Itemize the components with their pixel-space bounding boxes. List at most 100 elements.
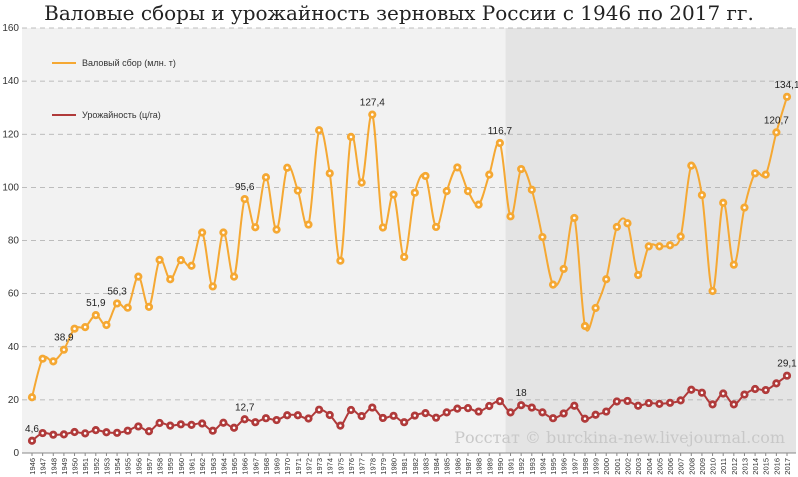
yield-data-point-center xyxy=(551,416,555,420)
x-tick-label: 1949 xyxy=(60,458,69,475)
x-tick-label: 1948 xyxy=(49,458,58,475)
harvest-data-point-center xyxy=(222,231,225,234)
x-tick-label: 1947 xyxy=(39,458,48,475)
harvest-data-point-center xyxy=(264,175,268,179)
harvest-data-point-center xyxy=(711,289,714,293)
yield-data-point-center xyxy=(456,407,459,410)
harvest-data-point-center xyxy=(498,141,502,145)
legend-label-harvest: Валовый сбор (млн. т) xyxy=(82,58,176,68)
yield-data-point-center xyxy=(562,412,565,415)
x-tick-label: 1953 xyxy=(102,458,111,475)
yield-data-point-center xyxy=(498,399,502,403)
yield-data-point-center xyxy=(721,392,725,395)
yield-data-point-center xyxy=(200,422,204,425)
harvest-data-label: 95,6 xyxy=(235,182,255,193)
harvest-data-point-center xyxy=(573,216,576,220)
y-tick-label: 100 xyxy=(2,182,19,193)
x-tick-label: 1969 xyxy=(273,458,282,475)
yield-data-point-center xyxy=(158,421,161,425)
yield-data-point-center xyxy=(243,417,246,421)
x-tick-label: 2006 xyxy=(666,458,675,475)
harvest-data-point-center xyxy=(519,167,523,171)
harvest-data-point-center xyxy=(679,235,682,238)
harvest-data-point-center xyxy=(51,360,55,363)
yield-data-point-center xyxy=(381,416,385,420)
x-tick-label: 1975 xyxy=(336,458,345,475)
x-tick-label: 2001 xyxy=(613,458,622,475)
harvest-data-point-center xyxy=(211,285,215,288)
harvest-data-point-center xyxy=(764,173,768,176)
harvest-data-point-center xyxy=(285,166,289,170)
x-tick-label: 2003 xyxy=(634,458,643,475)
x-tick-label: 2010 xyxy=(709,458,718,475)
yield-data-point-center xyxy=(743,393,746,396)
yield-data-point-center xyxy=(434,416,438,419)
harvest-data-point-center xyxy=(115,302,119,305)
yield-data-point-center xyxy=(211,429,215,432)
yield-data-point-center xyxy=(753,387,757,391)
harvest-data-point-center xyxy=(434,225,438,229)
x-tick-label: 1966 xyxy=(241,458,250,475)
x-tick-label: 1950 xyxy=(71,458,80,475)
yield-data-point-center xyxy=(147,429,151,433)
harvest-data-point-center xyxy=(604,277,608,281)
yield-data-point-center xyxy=(190,423,193,427)
yield-data-point-center xyxy=(307,417,310,420)
yield-data-point-center xyxy=(764,388,768,392)
yield-data-point-center xyxy=(126,429,130,432)
yield-data-point-center xyxy=(392,414,395,418)
harvest-data-point-center xyxy=(530,188,534,192)
harvest-data-point-center xyxy=(360,181,363,184)
x-tick-label: 1991 xyxy=(507,458,516,475)
yield-data-point-center xyxy=(62,433,66,436)
x-tick-label: 1979 xyxy=(379,458,388,475)
x-tick-label: 2015 xyxy=(762,458,771,475)
yield-data-point-center xyxy=(519,403,523,407)
x-tick-label: 2002 xyxy=(623,458,632,475)
harvest-data-point-center xyxy=(743,206,746,209)
harvest-data-point-center xyxy=(243,197,246,201)
harvest-data-point-center xyxy=(94,313,98,317)
yield-data-point-center xyxy=(679,399,682,402)
yield-data-point-center xyxy=(689,388,693,392)
harvest-data-point-center xyxy=(785,95,789,99)
x-tick-label: 1968 xyxy=(262,458,271,475)
yield-data-point-center xyxy=(573,404,576,408)
harvest-data-point-center xyxy=(721,201,725,205)
harvest-data-point-center xyxy=(668,243,672,247)
x-tick-label: 2013 xyxy=(740,458,749,475)
harvest-data-point-center xyxy=(232,275,236,278)
yield-data-point-center xyxy=(445,411,449,414)
harvest-data-point-center xyxy=(424,174,427,178)
x-tick-label: 1946 xyxy=(28,458,37,475)
harvest-data-point-center xyxy=(732,263,736,266)
x-tick-label: 2007 xyxy=(677,458,686,475)
x-tick-label: 1987 xyxy=(464,458,473,475)
yield-data-point-center xyxy=(370,406,374,409)
yield-data-point-center xyxy=(254,420,257,424)
x-tick-label: 1982 xyxy=(411,458,420,475)
yield-data-point-center xyxy=(487,404,491,408)
x-tick-label: 2016 xyxy=(772,458,781,475)
harvest-data-point-center xyxy=(700,193,704,197)
x-tick-label: 1988 xyxy=(475,458,484,475)
x-tick-label: 1989 xyxy=(485,458,494,475)
yield-data-point-center xyxy=(477,410,480,413)
yield-data-point-center xyxy=(402,420,406,424)
harvest-data-label: 134,1 xyxy=(774,80,798,91)
y-tick-label: 160 xyxy=(2,23,19,34)
harvest-data-point-center xyxy=(583,324,587,328)
yield-data-point-center xyxy=(41,431,44,435)
harvest-data-label: 38,9 xyxy=(54,333,74,344)
yield-data-label: 18 xyxy=(516,388,528,399)
chart-title: Валовые сборы и урожайность зерновых Рос… xyxy=(44,1,754,25)
harvest-data-point-center xyxy=(456,166,459,169)
x-tick-label: 1960 xyxy=(177,458,186,475)
y-tick-label: 80 xyxy=(8,236,20,247)
yield-data-point-center xyxy=(509,411,512,414)
x-tick-label: 1965 xyxy=(230,458,239,475)
yield-data-point-center xyxy=(583,417,587,421)
x-tick-label: 1986 xyxy=(453,458,462,475)
harvest-data-point-center xyxy=(349,135,353,139)
harvest-data-point-center xyxy=(200,231,204,234)
